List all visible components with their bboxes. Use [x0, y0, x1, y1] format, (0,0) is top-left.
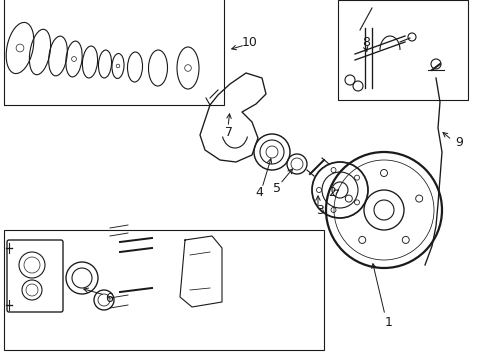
- Text: 5: 5: [272, 181, 281, 194]
- Text: 2: 2: [327, 185, 335, 198]
- Text: 10: 10: [242, 36, 257, 49]
- Bar: [337, 0, 467, 100]
- Text: 4: 4: [254, 185, 263, 198]
- Text: 6: 6: [105, 292, 113, 305]
- Text: 8: 8: [361, 36, 369, 49]
- Text: 3: 3: [315, 203, 323, 216]
- Bar: [4, 0, 224, 105]
- Text: 1: 1: [384, 315, 392, 328]
- Text: 9: 9: [454, 135, 462, 149]
- Bar: [4, 230, 324, 350]
- Text: 7: 7: [224, 126, 232, 139]
